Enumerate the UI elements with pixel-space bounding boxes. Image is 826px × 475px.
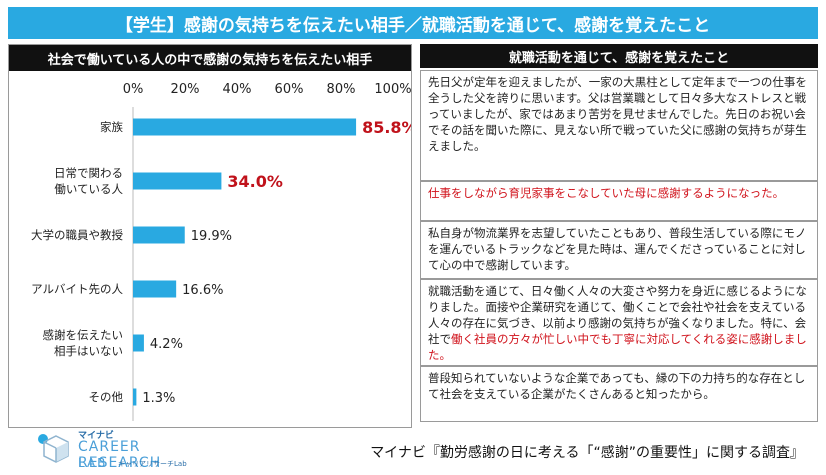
comment-text: 仕事をしながら育児家事をこなしていた母に感謝するようになった。 [428, 186, 785, 200]
logo-sub: キャリアリサーチLab [118, 460, 187, 468]
bar-value-label: 1.3% [142, 391, 175, 406]
career-research-lab-logo: マイナビ CAREER RESEARCH LAB キャリアリサーチLab [30, 428, 220, 472]
category-label: 家族 [100, 120, 123, 134]
x-tick-label: 20% [171, 82, 200, 97]
category-label: 働いている人 [54, 182, 123, 196]
bar-value-label: 16.6% [182, 283, 223, 298]
comment-text: 先日父が定年を迎えましたが、一家の大黒柱として定年まで一つの仕事を全うした父を誇… [428, 75, 807, 153]
bar [133, 226, 185, 244]
logo-name: CAREER RESEARCH [78, 439, 162, 471]
bar-value-label: 85.8% [362, 118, 411, 137]
logo-brand: マイナビ [78, 431, 114, 441]
x-tick-label: 80% [327, 82, 356, 97]
bar-chart: 0% 20% 40% 60% 80% 100% 85.8% 家族 34.0% 日常で関わる働いてい… [31, 82, 411, 421]
x-tick-label: 100% [374, 82, 411, 97]
chart-panel: 社会で働いている人の中で感謝の気持ちを伝えたい相手 0% 20% 40% 60% 80%… [8, 44, 412, 428]
bar [133, 388, 137, 406]
category-label: 感謝を伝えたい [43, 328, 124, 342]
bar [133, 118, 357, 136]
category-label: 日常で関わる [54, 166, 123, 180]
source-note: マイナビ『勤労感謝の日に考える「“感謝”の重要性」に関する調査』 [370, 445, 804, 461]
comment-4: 就職活動を通じて、日々働く人々の大変さや努力を身近に感じるようになりました。面接… [420, 279, 818, 366]
bar [133, 172, 222, 190]
comment-5: 普段知られていないような企業であっても、縁の下の力持ち的な存在として社会を支えて… [420, 366, 818, 422]
bar [133, 280, 177, 298]
comment-3: 私自身が物流業界を志望していたこともあり、普段生活している際にモノを運んでいるト… [420, 221, 818, 279]
comment-text: 私自身が物流業界を志望していたこともあり、普段生活している際にモノを運んでいるト… [428, 226, 807, 272]
bar-value-label: 4.2% [150, 337, 183, 352]
page-title: 【学生】感謝の気持ちを伝えたい相手／就職活動を通じて、感謝を覚えたこと [8, 7, 818, 39]
x-tick-label: 60% [275, 82, 304, 97]
comment-2: 仕事をしながら育児家事をこなしていた母に感謝するようになった。 [420, 181, 818, 221]
category-label: 大学の職員や教授 [31, 228, 123, 242]
category-label: アルバイト先の人 [31, 282, 123, 296]
logo-lab: LAB [78, 456, 108, 470]
x-tick-label: 40% [223, 82, 252, 97]
comment-text: 働く社員の方々が忙しい中でも丁寧に対応してくれる姿に感謝しました。 [428, 332, 807, 362]
lab-cube-icon [38, 434, 69, 463]
comment-text: 就職活動を通じて、日々働く人々の大変さや努力を身近に感じるようになりました。面接… [428, 284, 807, 346]
category-label: その他 [89, 390, 124, 404]
bar [133, 334, 144, 352]
comment-1: 先日父が定年を迎えましたが、一家の大黒柱として定年まで一つの仕事を全うした父を誇… [420, 70, 818, 181]
comment-text: 普段知られていないような企業であっても、縁の下の力持ち的な存在として社会を支えて… [428, 371, 806, 401]
comments-title: 就職活動を通じて、感謝を覚えたこと [420, 44, 818, 68]
chart-title: 社会で働いている人の中で感謝の気持ちを伝えたい相手 [9, 45, 411, 71]
comments-panel: 就職活動を通じて、感謝を覚えたこと 先日父が定年を迎えましたが、一家の大黒柱とし… [420, 44, 818, 428]
category-label: 相手はいない [54, 344, 123, 358]
x-tick-label: 0% [123, 82, 144, 97]
bar-value-label: 19.9% [191, 229, 232, 244]
bar-value-label: 34.0% [227, 172, 283, 191]
